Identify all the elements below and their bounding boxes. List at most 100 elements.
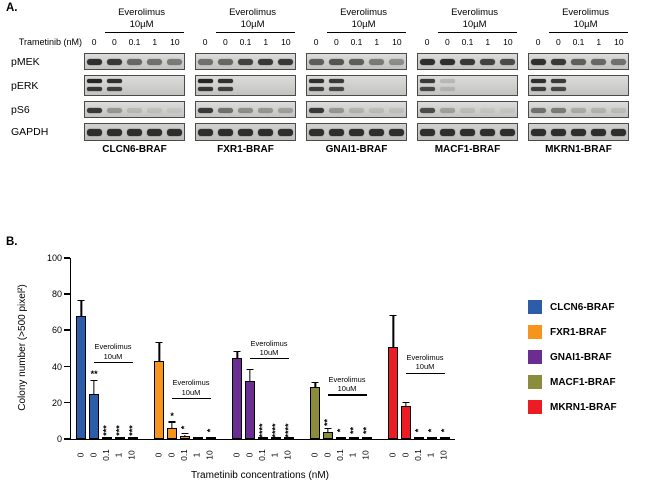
x-tick-label: 0.1 — [334, 449, 345, 461]
x-tick-slot: 0.1 — [100, 442, 113, 468]
legend-item: CLCN6-BRAF — [528, 300, 617, 314]
error-bar-cap — [311, 381, 319, 383]
protein-band — [499, 59, 515, 65]
panel-b: B. Colony number (>500 pixel²) ** *** *** *… — [0, 228, 650, 492]
significance-marker: * — [170, 410, 174, 421]
error-bar-cap — [168, 421, 176, 423]
protein-band — [460, 59, 475, 65]
protein-band — [87, 108, 103, 113]
cell-line-name: GNAI1-BRAF — [325, 144, 388, 155]
blot-left-labels: Trametinib (nM) pMEK pERK pS6 GAPDH — [2, 6, 84, 159]
lane-label: 1 — [374, 36, 380, 47]
protein-band — [479, 108, 495, 113]
error-bar-cap — [77, 300, 85, 302]
bar — [245, 381, 256, 439]
y-tick-label: 80 — [51, 289, 62, 300]
everolimus-line1: Everolimus — [562, 7, 610, 18]
bar — [167, 428, 178, 439]
protein-band — [388, 59, 404, 65]
x-tick-labels: 0 0 0.1 1 10 0 0 0.1 1 10 0 0 0.1 1 10 0 0 0.1 1 10 0 0 0.1 1 10 — [70, 442, 454, 468]
bracket-label-line1: Everolimus — [94, 342, 132, 352]
y-tick-label: 60 — [51, 325, 62, 336]
significance-marker: * — [179, 426, 190, 430]
everolimus-header: Everolimus 10µM — [306, 6, 407, 32]
protein-band — [329, 79, 345, 83]
everolimus-underline-row — [417, 32, 518, 35]
everolimus-underline — [549, 32, 628, 33]
protein-band — [479, 129, 495, 136]
lane-labels: 0 0 0.1 1 10 — [306, 35, 407, 48]
row-label-gapdh: GAPDH — [11, 126, 49, 138]
blot-ps6 — [306, 101, 407, 118]
bar-slot — [231, 258, 244, 439]
protein-band — [571, 129, 586, 136]
bar-slot: * — [438, 258, 451, 439]
blot-perk — [195, 75, 296, 96]
blot-gapdh — [528, 123, 629, 141]
significance-marker: * — [205, 428, 216, 433]
everolimus-line1: Everolimus — [118, 7, 166, 18]
x-tick-label: 1 — [191, 452, 202, 458]
cell-line-name: MKRN1-BRAF — [545, 144, 612, 155]
protein-band — [531, 79, 547, 83]
bar — [335, 437, 346, 439]
x-tick-label: 0 — [166, 452, 177, 458]
x-tick-group: 0 0 0.1 1 10 — [386, 442, 450, 468]
bracket-label-line2: 10uM — [259, 348, 279, 357]
x-tick-slot: 0 — [87, 442, 100, 468]
x-tick-group: 0 0 0.1 1 10 — [152, 442, 216, 468]
x-tick-label: 0 — [75, 452, 86, 458]
protein-band — [309, 87, 325, 91]
bar-slot: *** — [101, 258, 114, 439]
bar — [257, 437, 268, 439]
lane-label: 10 — [281, 36, 291, 47]
protein-band — [198, 108, 214, 113]
everolimus-header: Everolimus 10µM — [528, 6, 629, 32]
protein-band — [440, 87, 456, 91]
error-bar-cap — [402, 401, 410, 403]
x-tick-label: 1 — [347, 452, 358, 458]
blot-perk — [528, 75, 629, 96]
blot-pmek — [528, 53, 629, 70]
error-bar-cap — [233, 350, 241, 353]
bar-slot: ** — [360, 258, 373, 439]
protein-band — [610, 108, 626, 113]
everolimus-bracket-label: Everolimus 10uM — [385, 353, 465, 372]
everolimus-line1: Everolimus — [451, 7, 499, 18]
everolimus-bracket-line — [405, 372, 446, 374]
error-bar — [184, 434, 186, 437]
blots-row: Everolimus 10µM 0 0 0.1 1 10 CLCN6-BRAF Everolim… — [84, 6, 629, 159]
lane-labels: 0 0 0.1 1 10 — [417, 35, 518, 48]
bar-slot: ** — [88, 258, 101, 439]
blot-column: Everolimus 10µM 0 0 0.1 1 10 GNAI1-BRAF — [306, 6, 407, 159]
blot-perk — [84, 75, 185, 96]
bar — [154, 361, 165, 439]
protein-band — [277, 108, 293, 113]
blot-ps6 — [84, 101, 185, 118]
everolimus-line2: 10µM — [240, 18, 265, 30]
protein-band — [388, 108, 404, 113]
x-tick-label: 10 — [126, 450, 137, 460]
protein-band — [329, 87, 345, 91]
protein-band — [198, 129, 214, 136]
bracket-label-line2: 10uM — [103, 351, 123, 361]
bar-slot: *** — [126, 258, 139, 439]
error-bar — [158, 343, 161, 362]
protein-band — [329, 108, 345, 113]
protein-band — [107, 79, 123, 83]
blot-pmek — [84, 53, 185, 70]
protein-band — [479, 59, 495, 65]
x-tick-slot: 1 — [112, 442, 125, 468]
x-tick-label: 10 — [204, 450, 215, 460]
protein-band — [420, 108, 436, 113]
lane-label: 0.1 — [128, 36, 141, 47]
blot-column: Everolimus 10µM 0 0 0.1 1 10 MACF1-BRAF — [417, 6, 518, 159]
protein-band — [531, 129, 547, 136]
protein-band — [571, 108, 586, 113]
error-bar-cap — [155, 341, 163, 344]
bar-group-clcn6-braf: ** *** *** *** Everolimus 10uM — [75, 258, 139, 439]
x-tick-slot: 0 — [321, 442, 334, 468]
protein-band — [146, 59, 162, 65]
protein-band — [610, 59, 626, 65]
protein-band — [590, 59, 606, 65]
